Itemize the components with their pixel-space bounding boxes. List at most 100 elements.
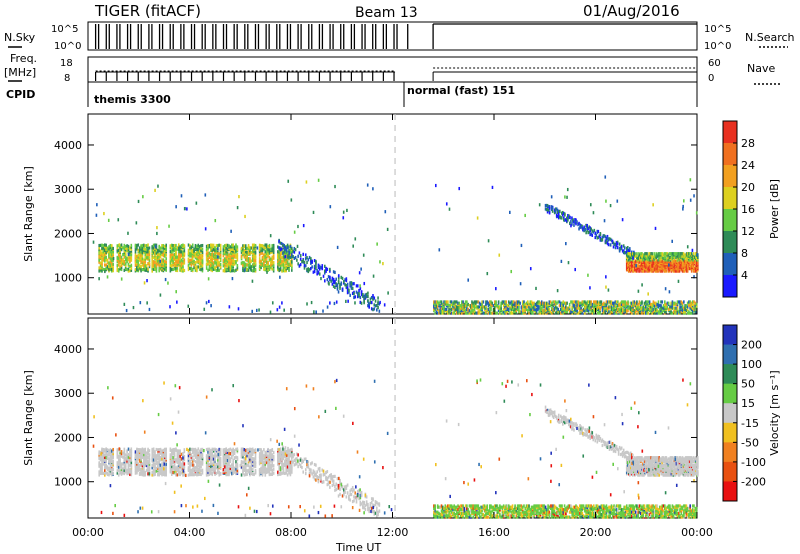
data-cell — [628, 260, 631, 265]
data-cell — [686, 305, 689, 309]
data-cell — [474, 300, 477, 304]
data-cell — [162, 263, 165, 268]
data-cell — [116, 247, 119, 252]
data-cell — [557, 300, 560, 304]
data-cell — [674, 306, 676, 310]
data-cell — [695, 263, 698, 267]
data-cell — [695, 267, 698, 271]
data-cell — [467, 278, 470, 282]
data-cell — [105, 255, 107, 259]
data-cell — [143, 458, 145, 462]
data-cell — [439, 304, 442, 308]
data-cell — [122, 451, 124, 455]
data-cell — [136, 452, 138, 456]
data-cell — [600, 238, 603, 242]
data-cell — [157, 255, 159, 259]
data-cell — [172, 456, 174, 460]
data-cell — [548, 300, 551, 304]
data-cell — [285, 265, 288, 270]
data-cell — [297, 262, 299, 266]
data-cell — [116, 244, 119, 248]
data-cell — [581, 309, 584, 313]
data-cell — [589, 203, 592, 207]
data-cell — [362, 253, 365, 257]
data-cell — [618, 302, 620, 307]
data-cell — [634, 252, 636, 256]
data-cell — [127, 252, 130, 257]
data-cell — [609, 237, 612, 241]
data-cell — [179, 454, 181, 458]
data-cell — [145, 468, 148, 472]
data-cell — [524, 213, 526, 218]
data-cell — [587, 309, 590, 313]
data-cell — [127, 231, 129, 235]
data-cell — [555, 213, 558, 217]
data-cell — [596, 236, 599, 240]
data-cell — [145, 454, 148, 458]
data-cell — [144, 244, 147, 248]
data-cell — [605, 275, 607, 279]
data-cell — [372, 294, 374, 298]
data-cell — [379, 260, 381, 264]
data-cell — [447, 300, 449, 304]
data-cell — [572, 218, 574, 222]
data-cell — [173, 243, 176, 248]
data-cell — [122, 258, 124, 262]
data-cell — [110, 460, 113, 464]
data-cell — [154, 256, 156, 260]
data-cell — [165, 454, 167, 459]
data-cell — [162, 470, 165, 474]
data-cell — [356, 295, 359, 299]
data-cell — [147, 262, 149, 266]
data-cell — [129, 459, 131, 463]
data-cell — [658, 311, 661, 315]
data-cell — [443, 305, 445, 309]
data-cell — [685, 258, 688, 262]
data-cell — [587, 226, 589, 231]
data-cell — [502, 300, 505, 304]
data-cell — [201, 256, 204, 260]
data-cell — [331, 276, 334, 280]
data-cell — [682, 252, 685, 256]
data-cell — [147, 462, 149, 466]
data-cell — [162, 452, 165, 456]
data-cell — [242, 260, 244, 265]
data-cell — [102, 459, 105, 464]
data-cell — [635, 259, 637, 263]
data-cell — [103, 448, 106, 452]
data-cell — [586, 226, 588, 230]
data-cell — [109, 462, 112, 466]
data-cell — [518, 307, 520, 311]
data-cell — [653, 254, 655, 258]
data-cell — [176, 300, 178, 304]
data-cell — [638, 260, 640, 265]
data-cell — [147, 459, 149, 463]
data-cell — [640, 258, 642, 262]
data-cell — [193, 247, 195, 251]
data-cell — [98, 470, 101, 474]
data-cell — [235, 246, 237, 250]
data-cell — [182, 265, 184, 269]
data-cell — [129, 454, 131, 458]
freq-tick-top: 18 — [60, 58, 73, 69]
data-cell — [180, 248, 183, 252]
data-cell — [253, 269, 255, 273]
data-cell — [157, 261, 159, 265]
data-cell — [228, 244, 230, 248]
data-cell — [614, 305, 617, 309]
data-cell — [105, 458, 107, 462]
data-cell — [619, 305, 622, 309]
data-cell — [693, 194, 695, 198]
data-cell — [310, 266, 312, 271]
data-cell — [358, 294, 360, 298]
data-cell — [644, 300, 647, 304]
data-cell — [316, 269, 318, 273]
data-cell — [136, 447, 138, 451]
data-cell — [159, 265, 162, 269]
data-cell — [688, 258, 691, 262]
data-cell — [572, 300, 575, 304]
data-cell — [134, 471, 137, 475]
data-cell — [134, 252, 137, 256]
plot-frame — [87, 317, 698, 519]
data-cell — [99, 261, 102, 265]
